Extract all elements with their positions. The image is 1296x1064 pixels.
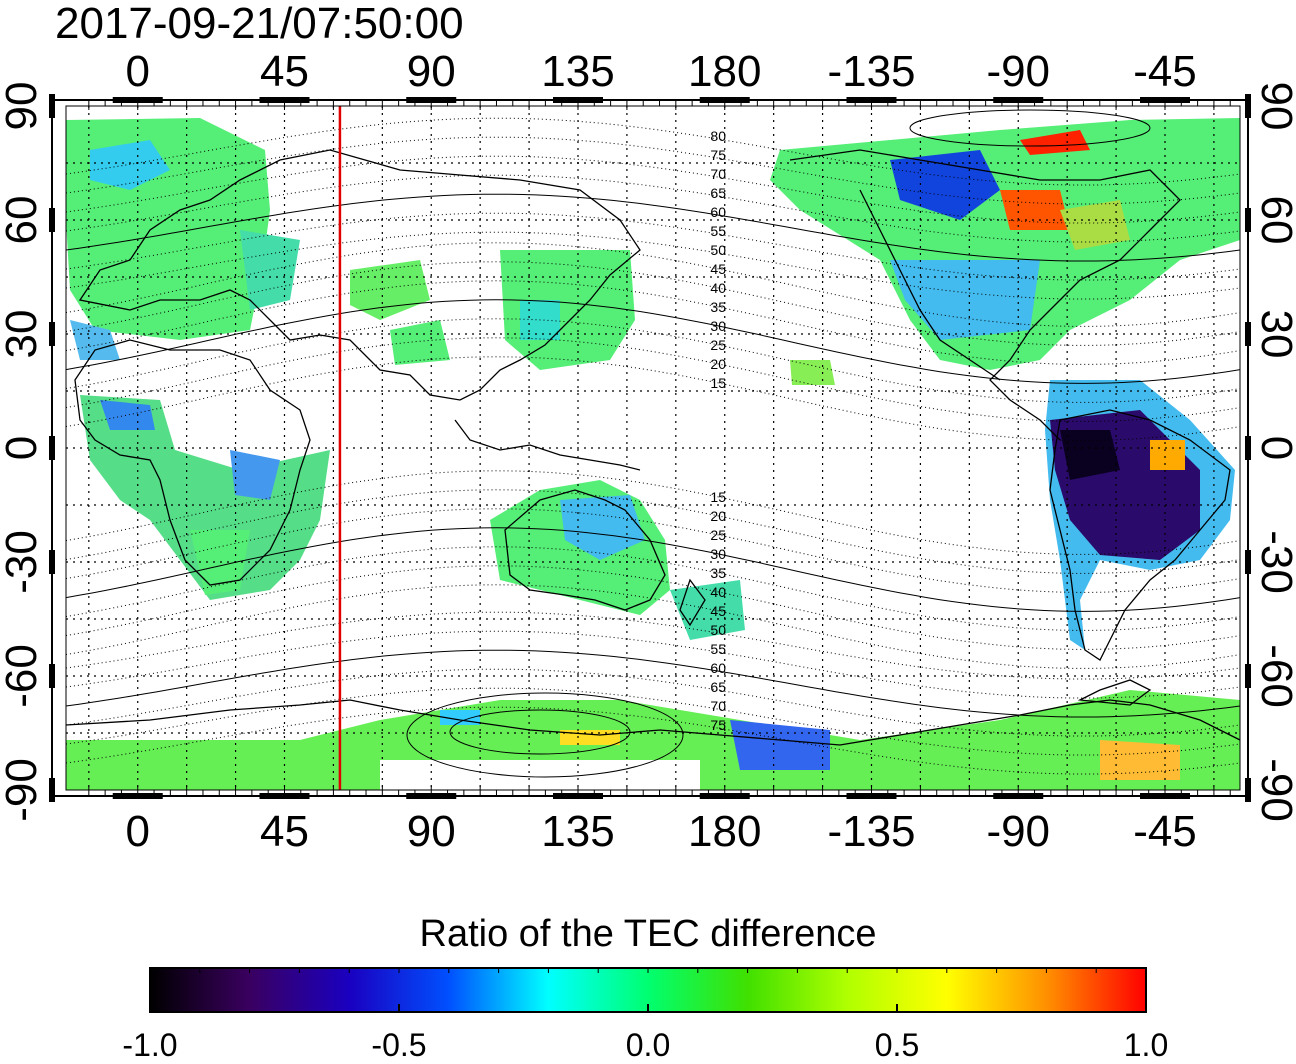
magnetic-latitude-label: 55 bbox=[710, 223, 726, 239]
right-lat-tick-label: -60 bbox=[1252, 644, 1296, 708]
bottom-lon-tick-label: 0 bbox=[126, 807, 150, 856]
top-lon-tick-label: 45 bbox=[260, 47, 309, 96]
right-lat-tick-label: -30 bbox=[1252, 530, 1296, 594]
left-lat-tick-label: 30 bbox=[0, 310, 46, 359]
left-lat-tick-label: 60 bbox=[0, 196, 46, 245]
magnetic-latitude-labels: 80 75 70 65 60 55 50 45 40 35 30 25 20 15 15 20 25 30 35 40… bbox=[710, 128, 726, 733]
bottom-lon-tick-label: -135 bbox=[827, 807, 915, 856]
top-lon-tick-label: 0 bbox=[126, 47, 150, 96]
magnetic-latitude-label: 15 bbox=[710, 375, 726, 391]
top-lon-tick-label: -45 bbox=[1133, 47, 1197, 96]
magnetic-contour bbox=[65, 546, 1241, 631]
magnetic-latitude-label: 30 bbox=[710, 546, 726, 562]
magnetic-latitude-label: 45 bbox=[710, 603, 726, 619]
magnetic-latitude-label: 35 bbox=[710, 299, 726, 315]
top-lon-tick-label: 180 bbox=[688, 47, 761, 96]
right-lat-tick-label: -90 bbox=[1252, 758, 1296, 822]
magnetic-contour bbox=[65, 527, 1241, 612]
top-lon-tick-label: 90 bbox=[407, 47, 456, 96]
right-latitude-ticks: 90 60 30 0 -30 -60 -90 bbox=[1252, 82, 1296, 822]
colorbar-tick-label: 0.0 bbox=[626, 1027, 670, 1063]
magnetic-contour bbox=[65, 242, 1241, 327]
magnetic-pole-contour bbox=[909, 109, 1151, 147]
magnetic-latitude-label: 35 bbox=[710, 565, 726, 581]
magnetic-contour bbox=[65, 489, 1241, 574]
right-lat-tick-label: 90 bbox=[1252, 82, 1296, 131]
right-lat-tick-label: 60 bbox=[1252, 196, 1296, 245]
magnetic-contour bbox=[65, 649, 1241, 718]
colorbar-title: Ratio of the TEC difference bbox=[420, 913, 877, 955]
top-longitude-ticks: 0 45 90 135 180 -135 -90 -45 bbox=[126, 47, 1197, 96]
magnetic-latitude-label: 65 bbox=[710, 679, 726, 695]
magnetic-contour bbox=[65, 193, 1241, 262]
magnetic-latitude-label: 65 bbox=[710, 185, 726, 201]
magnetic-contour bbox=[65, 280, 1241, 365]
magnetic-pole-contour bbox=[449, 709, 631, 755]
top-lon-tick-label: -135 bbox=[827, 47, 915, 96]
frame-tick-marks bbox=[49, 94, 1251, 802]
colorbar-tick-label: 1.0 bbox=[1124, 1027, 1168, 1063]
magnetic-contour bbox=[65, 565, 1241, 650]
magnetic-latitude-label: 20 bbox=[710, 356, 726, 372]
top-lon-tick-label: -90 bbox=[986, 47, 1050, 96]
bottom-lon-tick-label: -45 bbox=[1133, 807, 1197, 856]
left-latitude-ticks: 90 60 30 0 -30 -60 -90 bbox=[0, 82, 46, 822]
magnetic-contour bbox=[65, 318, 1241, 403]
left-lat-tick-label: 90 bbox=[0, 82, 46, 131]
map-frame-inner bbox=[65, 105, 1241, 791]
top-lon-tick-label: 135 bbox=[541, 47, 614, 96]
magnetic-latitude-contours bbox=[65, 109, 1241, 778]
bottom-lon-tick-label: 180 bbox=[688, 807, 761, 856]
bottom-lon-tick-label: -90 bbox=[986, 807, 1050, 856]
magnetic-latitude-label: 40 bbox=[710, 280, 726, 296]
magnetic-latitude-label: 70 bbox=[710, 698, 726, 714]
colorbar-tick-label: 0.5 bbox=[875, 1027, 919, 1063]
magnetic-contour bbox=[65, 337, 1241, 422]
magnetic-contour bbox=[65, 261, 1241, 346]
colorbar-ticks: -1.0 -0.5 0.0 0.5 1.0 bbox=[122, 968, 1168, 1063]
magnetic-contour bbox=[65, 508, 1241, 593]
colorbar-tick-label: -1.0 bbox=[122, 1027, 177, 1063]
magnetic-latitude-label: 60 bbox=[710, 660, 726, 676]
bottom-lon-tick-label: 45 bbox=[260, 807, 309, 856]
bottom-longitude-ticks: 0 45 90 135 180 -135 -90 -45 bbox=[126, 807, 1197, 856]
left-lat-tick-label: -90 bbox=[0, 758, 46, 822]
magnetic-latitude-label: 75 bbox=[710, 717, 726, 733]
right-lat-tick-label: 0 bbox=[1252, 436, 1296, 460]
magnetic-contour bbox=[65, 356, 1241, 441]
magnetic-latitude-label: 15 bbox=[710, 489, 726, 505]
figure-title: 2017-09-21/07:50:00 bbox=[55, 0, 464, 48]
magnetic-latitude-label: 45 bbox=[710, 261, 726, 277]
magnetic-latitude-label: 55 bbox=[710, 641, 726, 657]
left-lat-tick-label: -30 bbox=[0, 530, 46, 594]
bottom-lon-tick-label: 135 bbox=[541, 807, 614, 856]
magnetic-contour bbox=[65, 470, 1241, 555]
map-panel: 80 75 70 65 60 55 50 45 40 35 30 25 20 15 15 20 25 30 35 40… bbox=[49, 94, 1251, 802]
right-lat-tick-label: 30 bbox=[1252, 310, 1296, 359]
magnetic-latitude-label: 20 bbox=[710, 508, 726, 524]
colorbar-tick-label: -0.5 bbox=[371, 1027, 426, 1063]
magnetic-contour bbox=[65, 584, 1241, 669]
magnetic-latitude-label: 80 bbox=[710, 128, 726, 144]
magnetic-pole-contour bbox=[406, 692, 684, 778]
magnetic-latitude-label: 50 bbox=[710, 622, 726, 638]
map-grid bbox=[66, 106, 1240, 790]
magnetic-latitude-label: 75 bbox=[710, 147, 726, 163]
bottom-lon-tick-label: 90 bbox=[407, 807, 456, 856]
magnetic-latitude-label: 25 bbox=[710, 337, 726, 353]
magnetic-latitude-label: 60 bbox=[710, 204, 726, 220]
magnetic-latitude-label: 70 bbox=[710, 166, 726, 182]
left-lat-tick-label: -60 bbox=[0, 644, 46, 708]
magnetic-latitude-label: 40 bbox=[710, 584, 726, 600]
magnetic-contour bbox=[65, 299, 1241, 384]
magnetic-latitude-label: 30 bbox=[710, 318, 726, 334]
magnetic-latitude-label: 25 bbox=[710, 527, 726, 543]
left-lat-tick-label: 0 bbox=[0, 436, 46, 460]
magnetic-latitude-label: 50 bbox=[710, 242, 726, 258]
